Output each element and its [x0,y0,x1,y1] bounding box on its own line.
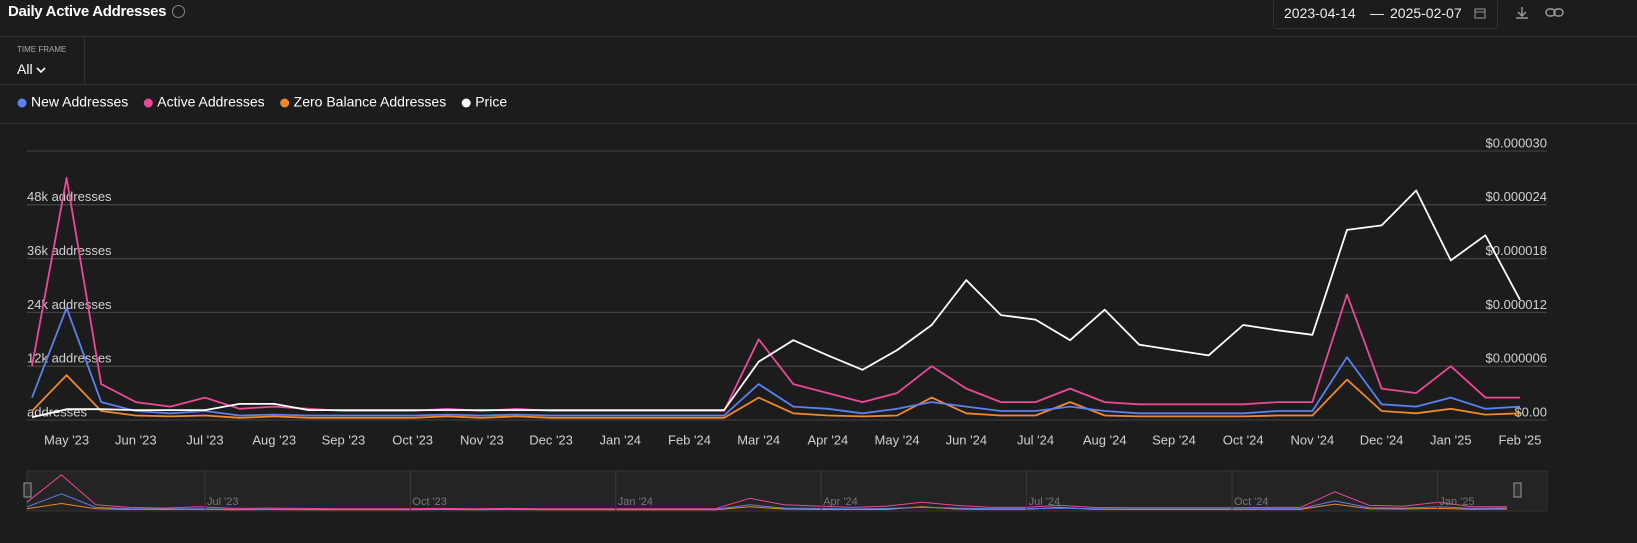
navigator-label: Jul '23 [207,496,238,508]
x-tick-label: Nov '24 [1291,432,1335,447]
x-tick-label: Aug '23 [252,432,296,447]
date-to: 2025-02-07 [1390,5,1462,21]
link-icon[interactable] [1545,5,1565,21]
legend-label: New Addresses [31,94,128,110]
legend: New Addresses Active Addresses Zero Balanc… [17,94,507,110]
navigator-line [26,493,1508,510]
x-tick-label: Sep '24 [1152,432,1196,447]
x-tick-label: May '23 [44,432,89,447]
x-tick-label: Feb '24 [668,432,711,447]
navigator-label: Oct '23 [412,496,447,508]
chevron [36,67,46,74]
legend-label: Zero Balance Addresses [294,94,447,110]
x-tick-label: Nov '23 [460,432,504,447]
navigator-label: Jul '24 [1029,496,1060,508]
time-frame-value: All [17,61,33,77]
legend-marker [143,98,153,108]
header: Daily Active Addresses 2023-04-14 — 2025… [0,0,1637,37]
legend-marker [461,98,471,108]
y2-tick-label: $0.00 [1514,404,1547,419]
x-tick-label: Sep '23 [322,432,366,447]
series-line [31,177,1520,412]
navigator-label: Apr '24 [823,496,858,508]
download-icon[interactable] [1514,5,1530,21]
x-tick-label: Jul '23 [186,432,223,447]
time-frame-label: TIME FRAME [17,45,67,54]
navigator-label: Jan '24 [618,496,653,508]
y-tick-label: 12k addresses [27,351,112,366]
x-tick-label: Oct '24 [1223,432,1264,447]
legend-label: Price [475,94,507,110]
navigator-label: Oct '24 [1234,496,1269,508]
y2-tick-label: $0.000024 [1486,189,1547,204]
date-range[interactable]: 2023-04-14 — 2025-02-07 [1273,0,1498,29]
x-tick-label: Oct '23 [392,432,433,447]
x-tick-label: Jan '24 [600,432,642,447]
y-tick-label: 36k addresses [27,243,112,258]
legend-label: Active Addresses [157,94,264,110]
help-icon[interactable] [172,5,185,18]
page-title: Daily Active Addresses [8,3,167,20]
legend-marker [17,98,27,108]
x-tick-label: Apr '24 [808,432,849,447]
date-separator: — [1370,5,1384,21]
x-tick-label: Aug '24 [1083,432,1127,447]
navigator-handle[interactable] [23,482,32,498]
legend-bar [0,84,1637,124]
x-tick-label: Jun '23 [115,432,157,447]
y2-tick-label: $0.000018 [1486,243,1547,258]
x-tick-label: Dec '24 [1360,432,1404,447]
navigator [26,470,1548,512]
calendar-icon [1474,8,1486,19]
x-tick-label: Mar '24 [737,432,780,447]
navigator-handle[interactable] [1513,482,1522,498]
x-tick-label: May '24 [875,432,920,447]
y2-tick-label: $0.000030 [1486,135,1547,150]
series-line [31,189,1521,419]
x-tick-label: Dec '23 [529,432,573,447]
y2-tick-label: $0.000012 [1486,297,1547,312]
navigator-label: Jan '25 [1439,496,1474,508]
x-tick-label: Jun '24 [946,432,988,447]
navigator-line [26,474,1507,510]
x-tick-label: Jan '25 [1430,432,1472,447]
x-tick-label: Feb '25 [1499,432,1542,447]
time-frame[interactable]: TIME FRAME All [0,37,85,84]
series-line [31,307,1521,417]
y2-tick-label: $0.000006 [1486,351,1547,366]
legend-marker [280,98,290,108]
series-line [31,374,1521,419]
x-tick-label: Jul '24 [1017,432,1054,447]
date-from: 2023-04-14 [1284,5,1356,21]
y-tick-label: 24k addresses [27,297,112,312]
